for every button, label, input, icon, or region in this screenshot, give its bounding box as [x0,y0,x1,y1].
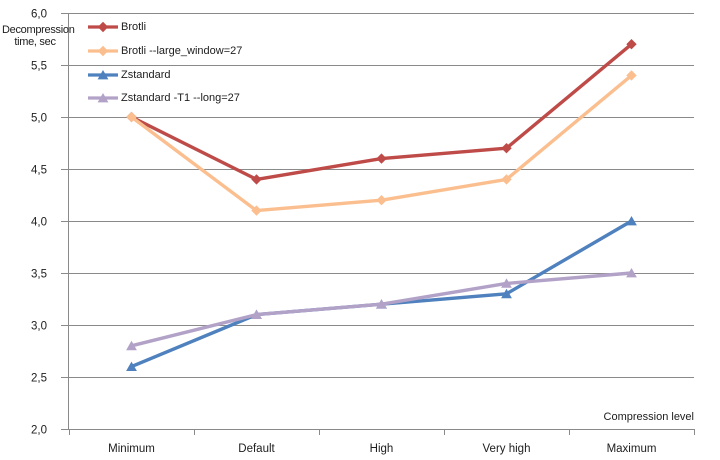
series-0-marker [501,143,512,154]
x-axis-title: Compression level [603,411,694,423]
series-2-marker [626,216,637,226]
y-tick-label: 4,0 [31,217,47,229]
series-1-marker [501,174,512,185]
y-tick-label: 4,5 [31,165,47,177]
legend-marker-shape [97,21,109,33]
legend-label: Zstandard -T1 --long=27 [121,92,240,104]
x-category-label: High [370,443,394,455]
x-category-label: Maximum [607,443,657,455]
x-category-label: Default [238,443,275,455]
legend-label: Brotli --large_window=27 [121,45,243,57]
legend-marker-shape [97,45,109,57]
series-1-marker [626,70,637,81]
series-0-marker [626,39,637,50]
legend-marker-shape [97,70,109,80]
series-0-marker [251,174,262,185]
series-2-line [129,219,634,369]
series-1-marker [376,195,387,206]
legend-item-zstandard: Zstandard [88,68,171,82]
series-3-marker [251,309,262,319]
y-tick-label: 2,0 [31,425,47,437]
legend-marker-brotli-large-window-icon [88,45,118,57]
legend-marker-zstandard-icon [88,70,118,80]
y-axis-title-line1: Decompression [2,24,75,36]
y-tick-label: 6,0 [31,9,47,21]
legend-item-zstandard-t1-long: Zstandard -T1 --long=27 [88,91,240,105]
y-axis-title: Decompression time, sec [2,24,75,48]
y-tick-label: 3,0 [31,321,47,333]
legend-marker-zstandard-t1-long-icon [88,93,118,103]
series-0-marker [376,153,387,164]
legend-marker-shape [97,93,109,103]
series-3-marker [126,340,137,351]
x-category-label: Minimum [108,443,155,455]
series-3-marker [501,278,512,288]
y-axis-title-line2: time, sec [14,36,56,48]
legend-item-brotli-large-window: Brotli --large_window=27 [88,44,242,58]
legend-marker-brotli-icon [88,21,118,33]
legend-label: Brotli [121,21,147,33]
y-tick-label: 5,5 [31,61,47,73]
series-3-marker [376,299,387,309]
x-category-label: Very high [483,443,531,455]
y-tick-label: 3,5 [31,269,47,281]
y-tick-label: 2,5 [31,373,47,385]
series-2-marker [126,361,137,371]
series-1-marker [126,111,137,123]
y-tick-label: 5,0 [31,113,47,125]
series-3-marker [626,268,637,278]
series-1-marker [251,205,262,216]
series-2-marker [501,288,512,299]
legend-label: Zstandard [121,69,171,81]
legend-item-brotli: Brotli [88,20,146,34]
